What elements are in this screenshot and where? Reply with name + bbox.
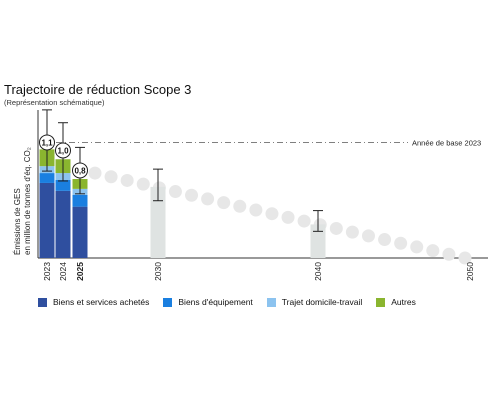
bar-segment-2024 — [55, 190, 71, 258]
trajectory-dot — [201, 192, 215, 206]
legend-label: Autres — [391, 297, 416, 307]
value-label-2025: 0,8 — [74, 166, 86, 175]
legend-item: Trajet domicile-travail — [266, 297, 363, 307]
legend-label: Trajet domicile-travail — [281, 297, 363, 307]
trajectory-dot — [168, 185, 182, 199]
legend-label: Biens d'équipement — [178, 297, 253, 307]
trajectory-dot — [345, 225, 359, 239]
chart-subtitle: (Représentation schématique) — [4, 98, 105, 107]
y-axis-label-line1: Émissions de GES — [13, 188, 22, 255]
chart-title: Trajectoire de réduction Scope 3 — [4, 82, 192, 97]
trajectory-dot — [265, 207, 279, 221]
trajectory-dot — [104, 170, 118, 184]
bar-segment-2023 — [39, 173, 55, 183]
trajectory-dot — [394, 236, 408, 250]
legend-label: Biens et services achetés — [53, 297, 150, 307]
trajectory-dot — [442, 247, 456, 261]
bar-segment-2023 — [39, 182, 55, 258]
legend-swatch — [376, 297, 386, 307]
trajectory-dot — [136, 177, 150, 191]
x-tick-label-2023: 2023 — [42, 262, 52, 281]
trajectory-dot — [329, 221, 343, 235]
legend-item: Biens et services achetés — [38, 297, 149, 307]
trajectory-dot — [458, 251, 472, 265]
trajectory-dot — [88, 166, 102, 180]
y-axis-label-line2: en million de tonnes d'éq. CO₂ — [23, 147, 32, 255]
legend-swatch — [266, 297, 276, 307]
value-badge-2023 — [39, 134, 55, 151]
value-badge-2024 — [55, 142, 71, 159]
legend-swatch — [38, 297, 47, 307]
target-bar-2030 — [150, 186, 166, 258]
legend-item: Autres — [376, 297, 416, 307]
x-tick-label-2024: 2024 — [58, 262, 68, 281]
value-label-2024: 1,0 — [57, 146, 69, 155]
trajectory-dot — [217, 196, 231, 210]
legend-item: Biens d'équipement — [163, 297, 253, 307]
trajectory-dot — [233, 199, 247, 213]
bar-segment-2024 — [55, 179, 71, 191]
trajectory-dot — [378, 233, 392, 247]
target-bar-2040 — [310, 224, 326, 258]
chart-legend: Biens et services achetés Biens d'équipem… — [38, 297, 430, 307]
trajectory-dot — [361, 229, 375, 243]
trajectory-dot — [249, 203, 263, 217]
trajectory-dot — [120, 173, 134, 187]
bar-segment-2025 — [72, 206, 88, 258]
value-badge-2025 — [72, 162, 88, 179]
trajectory-dot — [185, 188, 199, 202]
trajectory-dot — [281, 210, 295, 224]
x-tick-label-2040: 2040 — [313, 262, 323, 281]
baseline-label: Année de base 2023 — [412, 138, 481, 147]
y-axis-label: Émissions de GESen million de tonnes d'é… — [13, 147, 32, 255]
x-tick-label-2050: 2050 — [465, 262, 475, 281]
x-tick-label-2025: 2025 — [75, 262, 85, 281]
trajectory-dot — [297, 214, 311, 228]
value-label-2023: 1,1 — [41, 138, 53, 147]
trajectory-dot — [410, 240, 424, 254]
trajectory-dot — [426, 244, 440, 258]
legend-swatch — [163, 297, 173, 307]
x-tick-label-2030: 2030 — [153, 262, 163, 281]
bar-segment-2025 — [72, 194, 88, 207]
